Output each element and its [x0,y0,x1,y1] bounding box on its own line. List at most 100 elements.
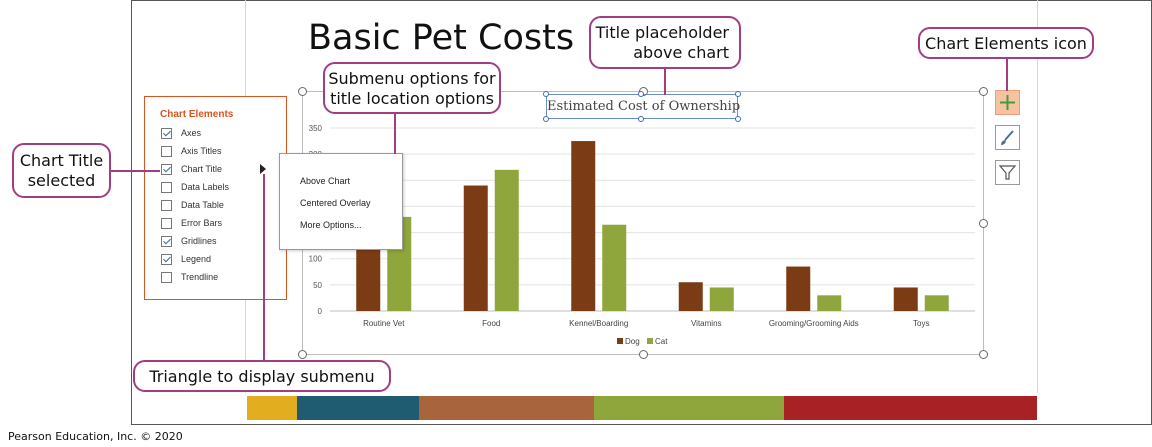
bar-cat [602,224,627,311]
title-handle[interactable] [638,91,644,97]
callout-connector [263,174,265,361]
title-handle[interactable] [735,91,741,97]
strip-segment [297,396,419,420]
slide-title[interactable]: Basic Pet Costs [308,18,575,58]
panel-title: Chart Elements [160,109,234,120]
y-tick-label: 50 [313,281,322,290]
strip-segment [784,396,1037,420]
legend-swatch [647,338,653,344]
bar-dog [786,266,811,311]
strip-segment [247,396,297,420]
chart-elements-panel: Chart Elements Axes Axis Titles Chart Ti… [144,96,287,300]
x-tick-label: Grooming/Grooming Aids [769,319,859,328]
callout-triangle: Triangle to display submenu [133,360,391,392]
plus-icon [1000,95,1015,110]
callout-connector [1006,57,1008,91]
submenu-triangle-icon[interactable] [260,164,266,174]
callout-line: Submenu options for [328,69,496,88]
bar-cat [817,295,842,311]
option-data-table[interactable]: Data Table [161,198,224,212]
legend-swatch [617,338,623,344]
option-gridlines[interactable]: Gridlines [161,234,217,248]
y-tick-label: 350 [309,124,323,133]
resize-handle-bottom-right[interactable] [979,350,988,359]
checkbox[interactable] [161,199,172,211]
checkbox[interactable] [161,163,172,175]
bar-dog [463,185,488,311]
chart-title-submenu: Above Chart Centered Overlay More Option… [279,153,403,250]
option-legend[interactable]: Legend [161,252,211,266]
paintbrush-icon [1001,130,1014,145]
legend-label: Cat [655,337,668,346]
title-handle[interactable] [735,116,741,122]
checkbox[interactable] [161,253,172,265]
title-handle[interactable] [638,116,644,122]
resize-handle-bottom[interactable] [639,350,648,359]
callout-line: Chart Elements icon [925,34,1087,53]
checkbox[interactable] [161,217,172,229]
callout-connector [394,112,396,154]
callout-line: selected [27,171,96,190]
checkbox[interactable] [161,127,172,139]
option-data-labels[interactable]: Data Labels [161,180,229,194]
x-tick-label: Vitamins [691,319,722,328]
checkbox[interactable] [161,145,172,157]
option-label: Gridlines [181,236,217,246]
chart-area-border[interactable] [302,91,984,355]
option-chart-title[interactable]: Chart Title [161,162,222,176]
bar-cat [709,287,734,311]
legend-label: Dog [625,337,640,346]
bar-dog [678,282,703,311]
title-handle[interactable] [543,91,549,97]
callout-chart-title-selected: Chart Title selected [12,143,111,198]
filter-icon [998,165,1017,180]
copyright-text: Pearson Education, Inc. © 2020 [8,430,183,443]
bar-cat [924,295,949,311]
chart-elements-button[interactable] [995,90,1020,115]
option-axis-titles[interactable]: Axis Titles [161,144,222,158]
resize-handle-top-left[interactable] [298,87,307,96]
option-label: Data Table [181,200,224,210]
callout-line: Chart Title [19,151,104,170]
callout-connector [664,67,666,95]
checkbox[interactable] [161,235,172,247]
y-tick-label: 0 [318,307,323,316]
checkbox[interactable] [161,271,172,283]
x-tick-label: Kennel/Boarding [569,319,628,328]
bar-dog [893,287,918,311]
option-label: Legend [181,254,212,264]
resize-handle-bottom-left[interactable] [298,350,307,359]
chart-styles-button[interactable] [995,125,1020,150]
x-tick-label: Food [482,319,500,328]
bar-cat [494,169,519,311]
callout-line: Triangle to display submenu [149,367,375,386]
option-label: Axis Titles [181,146,222,156]
option-label: Data Labels [181,182,230,192]
callout-chart-elements-icon: Chart Elements icon [918,27,1094,59]
option-error-bars[interactable]: Error Bars [161,216,222,230]
checkbox[interactable] [161,181,172,193]
submenu-centered-overlay[interactable]: Centered Overlay [300,198,371,208]
strip-segment [419,396,594,420]
title-handle[interactable] [543,116,549,122]
bar-dog [571,141,596,311]
option-label: Axes [181,128,202,138]
resize-handle-right[interactable] [979,219,988,228]
y-tick-label: 100 [309,255,323,264]
strip-segment [594,396,784,420]
callout-title-placeholder: Title placeholder above chart [589,16,741,69]
x-tick-label: Routine Vet [363,319,405,328]
option-label: Chart Title [181,164,223,174]
chart-filters-button[interactable] [995,160,1020,185]
submenu-more-options[interactable]: More Options... [300,220,362,230]
callout-line: Title placeholder [595,23,729,42]
callout-connector [110,170,160,172]
option-trendline[interactable]: Trendline [161,270,218,284]
x-tick-label: Toys [913,319,929,328]
callout-line: above chart [633,43,729,62]
resize-handle-top-right[interactable] [979,87,988,96]
option-axes[interactable]: Axes [161,126,201,140]
submenu-above-chart[interactable]: Above Chart [300,176,351,186]
option-label: Trendline [181,272,219,282]
